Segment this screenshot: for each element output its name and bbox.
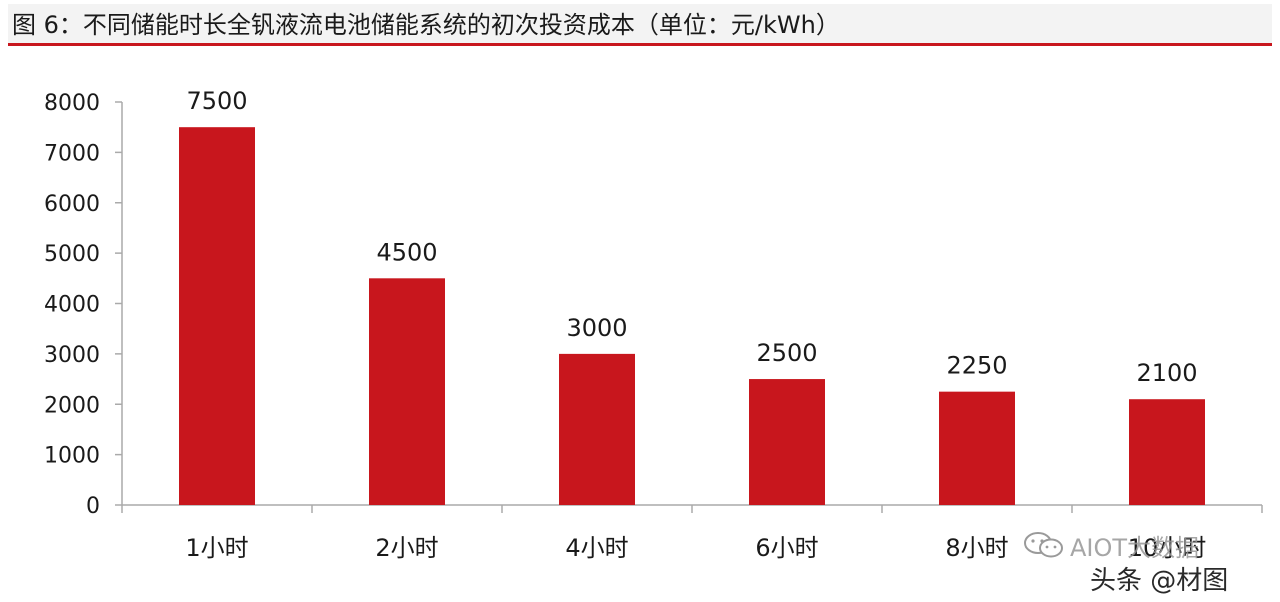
bar: [179, 127, 255, 505]
y-tick-label: 7000: [44, 141, 100, 166]
bars: [179, 127, 1205, 505]
data-label: 7500: [186, 87, 247, 115]
y-tick-label: 4000: [44, 293, 100, 318]
bar: [369, 278, 445, 505]
data-labels: 7500 4500 3000 2500 2250 2100: [186, 87, 1197, 387]
x-axis: 1小时 2小时 4小时 6小时 8小时 10小时: [121, 504, 1263, 562]
data-label: 2250: [946, 352, 1007, 380]
x-tick-label: 6小时: [755, 534, 818, 562]
bar: [559, 353, 635, 505]
bar: [939, 391, 1015, 505]
y-tick-label: 6000: [44, 192, 100, 217]
x-tick-label: 4小时: [565, 534, 628, 562]
y-axis: 0 1000 2000 3000 4000 5000 6000 7000 8000: [44, 91, 123, 519]
x-tick-label: 1小时: [185, 534, 248, 562]
bar: [1129, 399, 1205, 505]
data-label: 4500: [376, 238, 437, 266]
data-label: 3000: [566, 314, 627, 342]
x-tick-label: 8小时: [945, 534, 1008, 562]
y-tick-label: 2000: [44, 393, 100, 418]
bar: [749, 379, 825, 505]
data-label: 2500: [756, 339, 817, 367]
data-label: 2100: [1136, 359, 1197, 387]
y-tick-label: 1000: [44, 444, 100, 469]
y-tick-label: 3000: [44, 343, 100, 368]
y-tick-label: 5000: [44, 242, 100, 267]
y-tick-label: 0: [86, 494, 100, 519]
figure-title: 图 6：不同储能时长全钒液流电池储能系统的初次投资成本（单位：元/kWh）: [8, 4, 1272, 46]
x-tick-label: 2小时: [375, 534, 438, 562]
y-tick-label: 8000: [44, 91, 100, 116]
x-tick-label: 10小时: [1128, 534, 1207, 562]
